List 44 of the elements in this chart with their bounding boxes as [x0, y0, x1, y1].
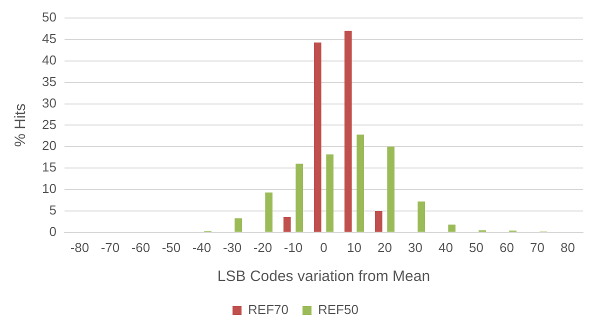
x-tick-label: -10: [284, 240, 303, 255]
x-tick-label: 20: [378, 240, 392, 255]
y-tick-label: 15: [42, 160, 56, 175]
bar: [296, 164, 303, 232]
bar: [314, 42, 322, 232]
x-tick-label: -40: [192, 240, 212, 255]
y-tick-label: 5: [49, 202, 56, 218]
x-tick-label: -80: [70, 240, 90, 255]
x-tick-label: -70: [100, 240, 120, 255]
y-tick-label: 35: [42, 74, 56, 89]
y-tick-label: 10: [42, 181, 56, 196]
bar: [326, 154, 334, 232]
y-tick-label: 30: [42, 95, 56, 110]
x-tick-label: -60: [131, 240, 150, 255]
y-tick-label: 0: [49, 224, 56, 239]
y-tick-label: 45: [42, 31, 56, 46]
x-tick-label: 30: [408, 240, 422, 255]
bar: [356, 134, 364, 232]
bar: [344, 30, 352, 232]
bar: [448, 224, 456, 232]
x-tick-label: -30: [222, 240, 242, 255]
y-axis-title: % Hits: [12, 104, 30, 147]
bar: [283, 216, 291, 232]
x-tick-label: -20: [253, 240, 272, 255]
x-tick-label: -50: [162, 240, 181, 255]
x-axis-title: LSB Codes variation from Mean: [217, 268, 430, 286]
legend-label: REF50: [318, 302, 358, 318]
x-tick-label: 10: [347, 240, 362, 255]
y-tick-label: 40: [42, 52, 56, 68]
bar: [374, 210, 382, 232]
x-tick-label: 50: [469, 240, 484, 255]
y-tick-label: 50: [42, 10, 56, 25]
bar: [387, 146, 394, 232]
legend-label: REF70: [248, 302, 289, 318]
bar: [234, 218, 242, 232]
x-tick-label: 70: [530, 240, 544, 255]
y-tick-label: 25: [42, 116, 56, 132]
x-tick-label: 40: [438, 240, 453, 255]
bar: [265, 192, 272, 232]
y-tick-label: 20: [42, 138, 56, 154]
x-tick-label: 60: [500, 240, 514, 255]
x-tick-label: 80: [560, 240, 575, 255]
x-tick-label: 0: [320, 240, 328, 255]
bar: [418, 202, 425, 232]
